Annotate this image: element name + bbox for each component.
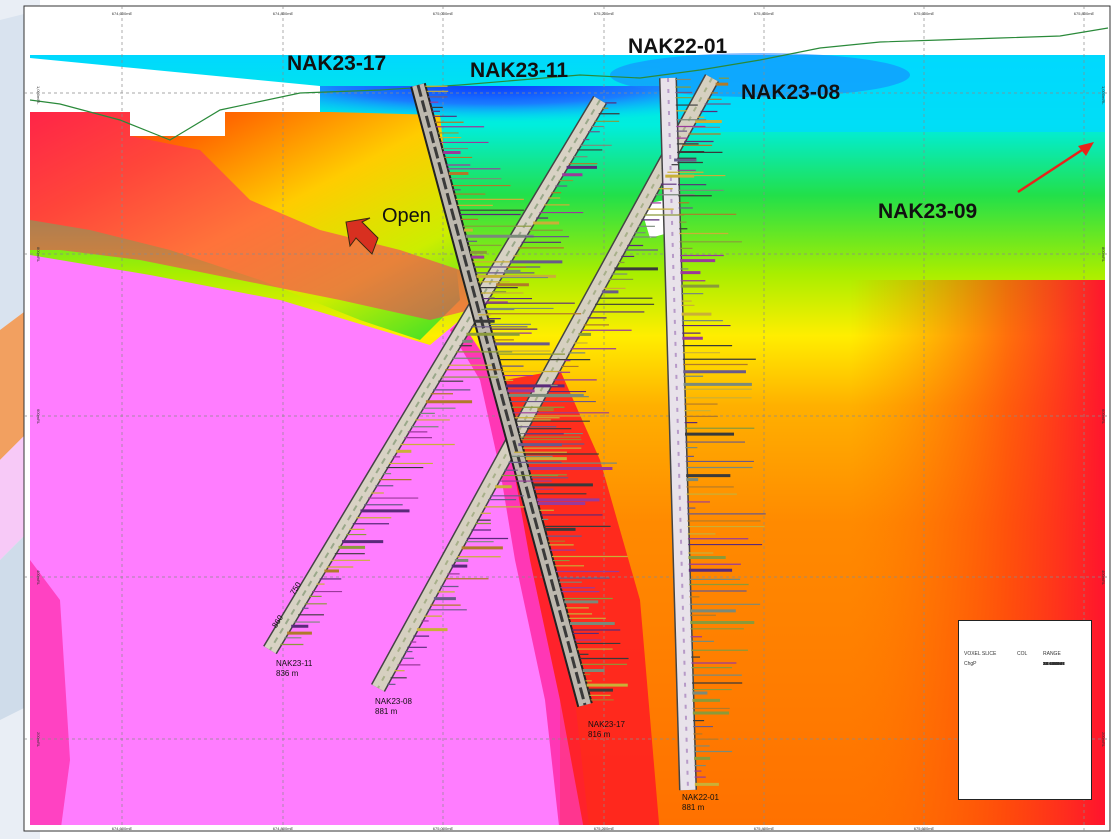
assay-bars — [280, 77, 766, 786]
voxel-slice — [30, 53, 1105, 825]
legend-value: 7.0512821 — [1043, 661, 1065, 666]
legend-box: VOXEL SLICE COL RANGE ChgP 23.974358 22.4… — [958, 620, 1092, 800]
legend-variable: ChgP — [964, 661, 977, 667]
label-nak23-08: NAK23-08 — [741, 81, 841, 104]
legend-value: 20.897436 — [1043, 661, 1065, 666]
x-tick-bottom-3: 675,000mE — [432, 826, 454, 831]
legend-header-range: RANGE — [1043, 651, 1061, 657]
y-tick-right-2: 800mRL — [1101, 247, 1106, 263]
drill-hole-nak23-11 — [263, 95, 607, 655]
legend-value: 14.74359 — [1043, 661, 1063, 666]
label-nak22-01: NAK22-01 — [628, 35, 728, 58]
legend-value: 13.205128 — [1043, 661, 1065, 666]
label-nak23-09: NAK23-09 — [878, 200, 978, 223]
label-nak23-11: NAK23-11 — [470, 59, 569, 82]
legend-value: 8.5897436 — [1043, 661, 1065, 666]
y-tick-right-3: 600mRL — [1101, 409, 1106, 425]
legend-value: 11.666667 — [1043, 661, 1065, 666]
open-arrow — [345, 217, 379, 255]
x-tick-bottom-5: 675,400mE — [753, 826, 775, 831]
legend-value: 23.974358 — [1043, 661, 1065, 666]
legend-value: 5.5128205 — [1043, 661, 1065, 666]
y-tick-left-4: 400mRL — [36, 570, 41, 586]
y-tick-left-3: 600mRL — [36, 409, 41, 425]
drill-hole-nak22-01 — [659, 77, 697, 791]
x-tick-bottom-6: 675,600mE — [913, 826, 935, 831]
end-label-nak23-17: NAK23-17 816 m — [588, 720, 625, 739]
y-tick-left-2: 800mRL — [36, 247, 41, 263]
y-tick-right-4: 400mRL — [1101, 570, 1106, 586]
x-tick-top-3: 675,000mE — [432, 11, 454, 16]
y-tick-left-5: 200mRL — [36, 732, 41, 748]
legend-header-col: COL — [1017, 651, 1028, 657]
nak23-09-arrow — [1017, 142, 1094, 194]
end-label-nak23-11: NAK23-11 836 m — [276, 659, 313, 678]
legend-value: 17.820513 — [1043, 661, 1065, 666]
y-tick-right-1: 1,000mRL — [1101, 86, 1106, 105]
legend-value: 16.282051 — [1043, 661, 1065, 666]
x-tick-top-1: 674,600mE — [111, 11, 133, 16]
end-label-nak23-08: NAK23-08 881 m — [375, 697, 412, 716]
y-tick-right-5: 200mRL — [1101, 732, 1106, 748]
legend-value: 22.435897 — [1043, 661, 1065, 666]
x-tick-top-6: 675,600mE — [913, 11, 935, 16]
drill-hole-nak23-17 — [410, 82, 593, 708]
y-tick-left-1: 1,000mRL — [36, 86, 41, 105]
x-tick-top-7: 675,800mE — [1073, 11, 1095, 16]
x-tick-top-4: 675,200mE — [593, 11, 615, 16]
x-tick-bottom-1: 674,600mE — [111, 826, 133, 831]
legend-header-voxel-slice: VOXEL SLICE — [964, 651, 997, 657]
x-tick-bottom-2: 674,800mE — [272, 826, 294, 831]
x-tick-top-5: 675,400mE — [753, 11, 775, 16]
legend-value: 19.358974 — [1043, 661, 1065, 666]
end-label-nak22-01: NAK22-01 881 m — [682, 793, 719, 812]
legend-value: 10.128205 — [1043, 661, 1065, 666]
label-nak23-17: NAK23-17 — [287, 52, 387, 75]
x-tick-bottom-4: 675,200mE — [593, 826, 615, 831]
drill-hole-nak23-08 — [370, 74, 720, 692]
topography-line — [29, 27, 1109, 141]
label-open: Open — [382, 205, 431, 227]
x-tick-top-2: 674,800mE — [272, 11, 294, 16]
